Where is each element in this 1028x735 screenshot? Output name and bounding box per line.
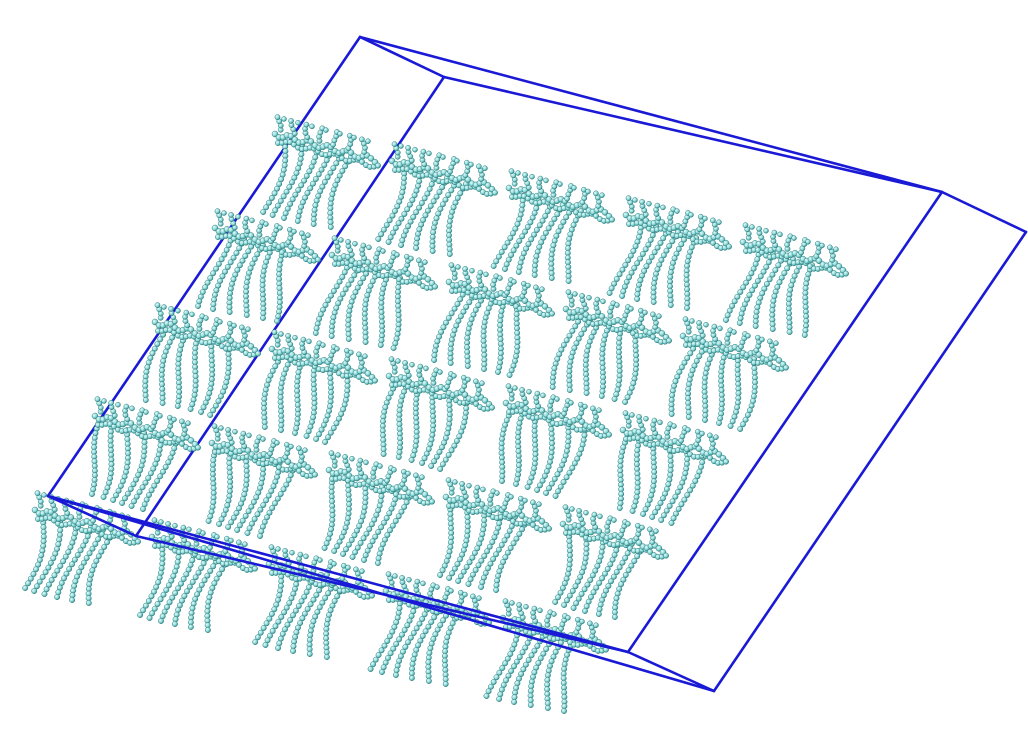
polymer-molecule xyxy=(606,195,732,311)
simulation-box-front-edges xyxy=(46,494,716,693)
polymer-molecule xyxy=(431,262,555,378)
box-edge xyxy=(46,494,138,538)
box-edge xyxy=(134,75,446,538)
polymer-molecule xyxy=(89,396,201,512)
box-edge xyxy=(626,650,716,693)
box-edge xyxy=(46,494,716,693)
polymer-molecule xyxy=(723,222,849,338)
polymer-molecule xyxy=(321,450,435,566)
polymer-molecule xyxy=(549,289,672,405)
simulation-box-back-edges xyxy=(46,35,1028,693)
box-edge xyxy=(358,35,446,79)
polymer-molecule xyxy=(261,329,378,445)
box-edge xyxy=(442,75,944,194)
box-edge xyxy=(358,35,944,194)
box-edge xyxy=(626,190,944,654)
polymer-molecule xyxy=(375,141,498,257)
polymer-molecule xyxy=(205,423,318,539)
polymer-molecule xyxy=(616,410,729,526)
box-edge xyxy=(712,230,1028,693)
polymer-molecule xyxy=(552,504,669,620)
polymer-molecule xyxy=(195,208,321,324)
molecule-array xyxy=(22,114,849,714)
polymer-molecule xyxy=(142,302,261,418)
polymer-molecule xyxy=(490,168,615,284)
box-edge xyxy=(940,190,1028,234)
polymer-molecule xyxy=(498,383,612,499)
polymer-molecule xyxy=(379,356,495,472)
polymer-molecule xyxy=(312,235,438,351)
box-edge xyxy=(46,494,630,654)
polymer-molecule xyxy=(137,517,258,633)
polymer-molecule xyxy=(668,316,789,432)
polymer-molecule xyxy=(260,114,381,230)
polymer-molecule xyxy=(437,477,552,593)
